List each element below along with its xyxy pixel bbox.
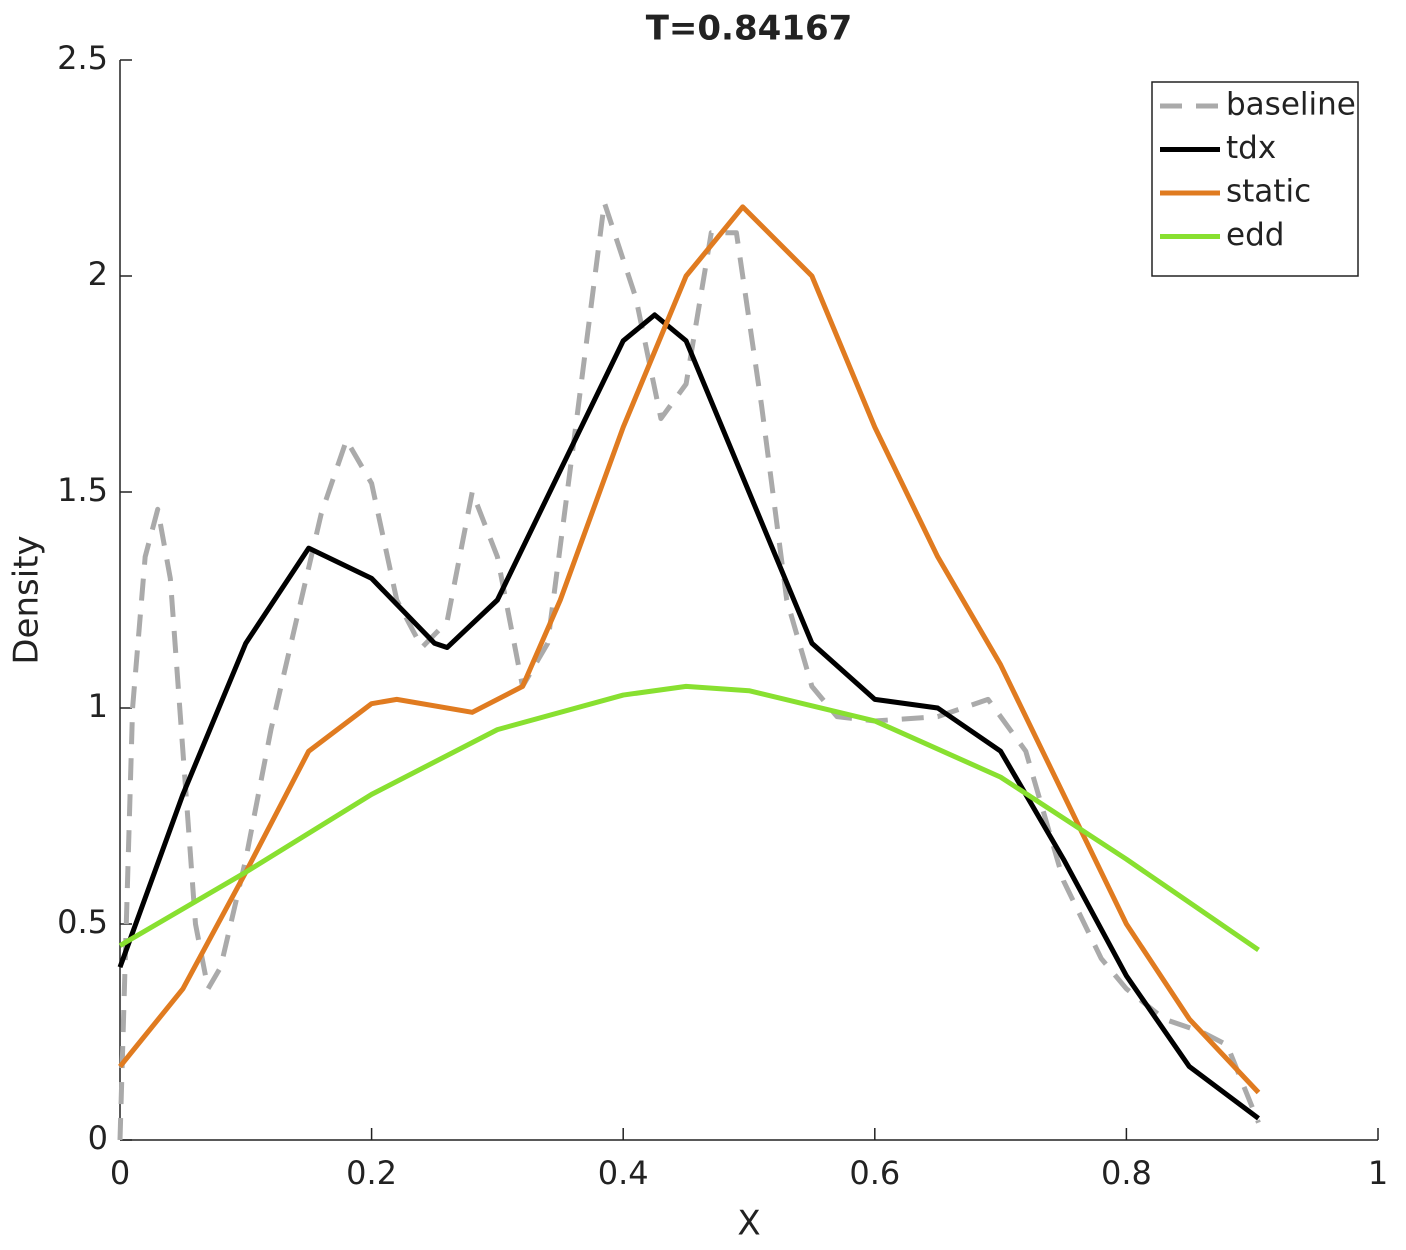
y-axis-label: Density [7, 535, 47, 664]
x-tick-label: 0.4 [598, 1154, 649, 1192]
x-tick-label: 0 [110, 1154, 130, 1192]
x-tick-label: 1 [1368, 1154, 1388, 1192]
legend-label: static [1226, 174, 1311, 210]
y-tick-label: 1.5 [57, 471, 108, 509]
y-tick-label: 0 [88, 1119, 108, 1157]
chart-title: T=0.84167 [646, 9, 853, 49]
legend-label: edd [1226, 217, 1284, 253]
series-line [117, 200, 1261, 1141]
series-line [117, 312, 1260, 1121]
x-axis-label: X [737, 1204, 760, 1244]
x-tick-label: 0.2 [346, 1154, 397, 1192]
y-tick-label: 0.5 [57, 903, 108, 941]
legend-label: tdx [1226, 130, 1276, 166]
x-tick-label: 0.6 [849, 1154, 900, 1192]
y-tick-label: 2.5 [57, 39, 108, 77]
series-line [118, 683, 1260, 952]
x-tick-label: 0.8 [1101, 1154, 1152, 1192]
series-line [118, 204, 1261, 1095]
y-tick-label: 1 [88, 687, 108, 725]
legend-box [1151, 81, 1359, 277]
y-tick-label: 2 [88, 255, 108, 293]
legend-label: baseline [1226, 87, 1356, 123]
